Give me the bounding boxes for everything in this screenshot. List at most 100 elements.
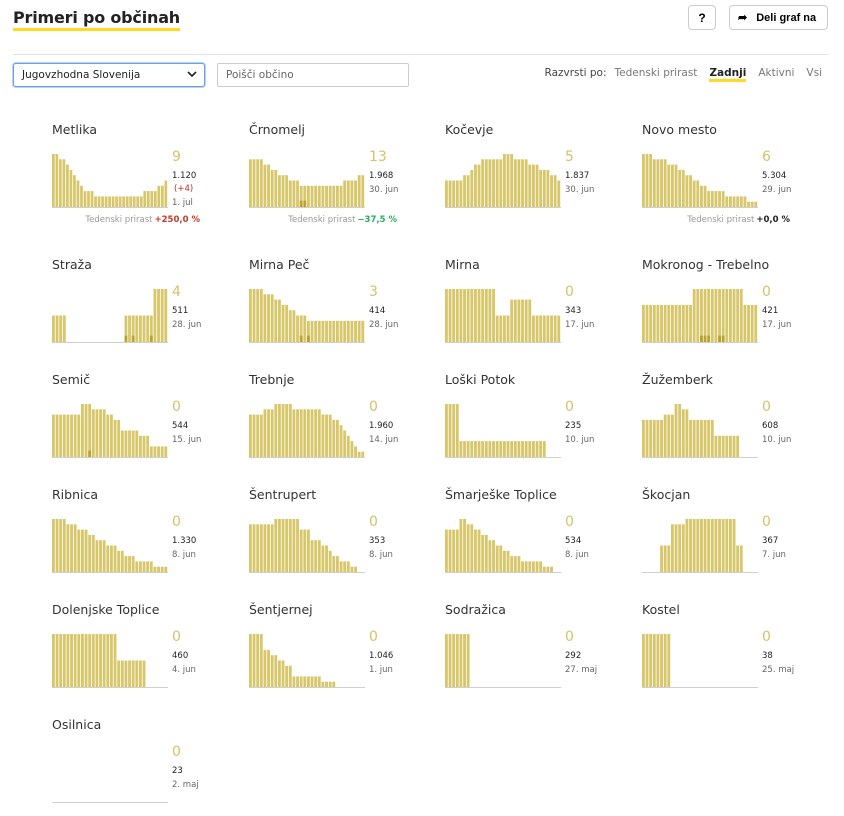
total-cases-value: 292 <box>565 651 582 661</box>
chart-bar <box>678 524 682 572</box>
municipality-bar-chart <box>445 154 561 208</box>
chart-bar <box>314 320 318 342</box>
chart-bar <box>517 159 521 207</box>
chart-bar <box>725 289 729 342</box>
municipality-name: Mokronog - Trebelno <box>642 257 770 272</box>
chart-bar <box>481 159 485 207</box>
sort-option-latest[interactable]: Zadnji <box>709 67 747 82</box>
municipality-card: Mokronog - Trebelno 0 421 17. jun <box>642 257 832 372</box>
chart-bar <box>553 315 557 342</box>
chart-bar <box>101 196 104 207</box>
chart-bar <box>321 545 325 572</box>
chart-bar <box>470 524 474 572</box>
region-select[interactable]: Jugovzhodna Slovenija <box>13 63 205 87</box>
chart-bar <box>714 289 718 342</box>
chart-bar <box>696 519 700 572</box>
chart-bar <box>696 419 700 457</box>
chart-bar <box>445 180 448 207</box>
chart-bar <box>707 289 711 342</box>
municipality-bar-chart <box>52 289 168 343</box>
chart-bar <box>252 414 256 457</box>
chart-bar <box>542 566 546 572</box>
chart-bar <box>55 634 59 687</box>
chart-bar <box>739 289 743 342</box>
chart-bar <box>459 180 463 207</box>
chart-bar <box>663 414 667 457</box>
municipality-card: Dolenjske Toplice 0 460 4. jun <box>52 602 242 717</box>
chart-bar <box>296 409 299 457</box>
chart-bar <box>466 175 470 207</box>
chart-bar <box>524 561 528 572</box>
chart-bar <box>325 320 328 342</box>
chart-bar <box>542 315 546 342</box>
sort-option-active[interactable]: Aktivni <box>758 67 795 79</box>
municipality-name: Šentrupert <box>249 487 317 502</box>
chart-bar <box>350 320 354 342</box>
chart-bar <box>317 320 321 342</box>
chart-bar <box>663 634 667 687</box>
sort-option-all[interactable]: Vsi <box>806 67 822 79</box>
chart-bar <box>350 566 354 572</box>
chart-bar <box>124 556 128 572</box>
chart-bar <box>299 529 303 572</box>
chart-bar <box>513 556 517 572</box>
search-input[interactable] <box>217 63 409 87</box>
chart-bar <box>139 196 143 207</box>
municipality-name: Škocjan <box>642 487 691 502</box>
latest-cases-value: 3 <box>369 284 378 300</box>
chart-bar <box>445 289 448 342</box>
municipality-card: Trebnje 0 1.960 14. jun <box>249 372 439 487</box>
chart-bar <box>73 524 77 572</box>
last-date: 4. jun <box>172 665 196 675</box>
chart-bar <box>474 289 477 342</box>
chart-bar <box>278 519 281 572</box>
help-button[interactable]: ? <box>688 5 716 30</box>
chart-bar <box>99 409 102 457</box>
chart-bar <box>667 304 671 342</box>
latest-cases-value: 0 <box>172 744 181 760</box>
chart-bar <box>645 419 649 457</box>
chart-bar <box>681 409 685 457</box>
chart-bar <box>354 566 357 572</box>
chart-bar <box>317 676 321 687</box>
chart-bar <box>513 299 517 342</box>
chart-bar <box>481 441 485 457</box>
chart-bar <box>102 409 106 457</box>
chart-bar <box>667 414 671 457</box>
share-button[interactable]: ➦ Deli graf na <box>729 5 828 30</box>
chart-bar <box>77 529 81 572</box>
sort-label: Razvrsti po: <box>544 67 607 79</box>
chart-bar <box>700 519 703 572</box>
chart-bar <box>91 634 95 687</box>
chart-bar <box>463 289 466 342</box>
chart-bar <box>718 435 721 457</box>
chart-bar <box>645 304 649 342</box>
chart-bar <box>95 634 99 687</box>
municipality-name: Trebnje <box>249 372 295 387</box>
chart-bar <box>499 441 503 457</box>
chart-bar <box>66 414 70 457</box>
weekly-growth: Tedenski prirast −37,5 % <box>288 215 397 225</box>
municipality-name: Metlika <box>52 122 98 137</box>
chart-bar <box>492 540 495 572</box>
sort-option-weekly-growth[interactable]: Tedenski prirast <box>614 67 698 79</box>
chart-bar <box>153 289 157 342</box>
chart-bar <box>143 191 147 207</box>
chart-bar <box>660 304 663 342</box>
chart-bar <box>678 169 682 207</box>
weekly-growth: Tedenski prirast +0,0 % <box>687 215 790 225</box>
chart-bar <box>136 196 140 207</box>
chart-bar <box>656 304 660 342</box>
chart-bar <box>546 169 550 207</box>
chart-bar <box>310 409 314 457</box>
chart-bar <box>678 304 682 342</box>
last-date: 25. maj <box>762 665 795 675</box>
chart-bar <box>270 655 274 687</box>
chart-bar <box>506 550 510 572</box>
chart-bar <box>128 556 131 572</box>
chart-bar <box>285 519 289 572</box>
chart-bar <box>52 315 55 342</box>
chart-bar <box>535 315 539 342</box>
chart-bar <box>649 634 653 687</box>
chart-bar <box>128 430 131 457</box>
